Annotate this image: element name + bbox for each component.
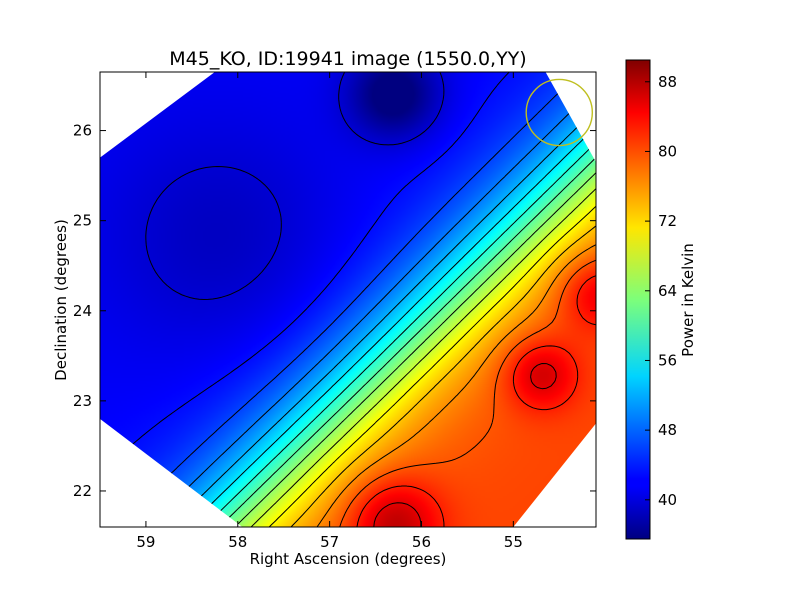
colorbar-strip — [625, 59, 651, 540]
contour-level-73 — [290, 225, 596, 527]
x-tick-label: 57 — [320, 533, 339, 551]
colorbar-tick-label: 88 — [658, 73, 677, 91]
plot-area — [100, 72, 596, 527]
contour-level-67 — [250, 188, 596, 527]
x-tick-label: 59 — [136, 533, 155, 551]
contour-level-70 — [268, 205, 596, 527]
colorbar-tick-label: 72 — [658, 212, 677, 230]
x-axis-ticks: 59 58 57 56 55 — [136, 72, 523, 551]
y-tick-label: 25 — [73, 212, 92, 230]
y-tick-label: 24 — [73, 302, 92, 320]
colorbar-tick-label: 40 — [658, 491, 677, 509]
contour-level-85 — [373, 363, 557, 527]
colorbar-tick-label: 80 — [658, 142, 677, 160]
chart-title: M45_KO, ID:19941 image (1550.0,YY) — [169, 48, 526, 70]
y-axis-ticks: 22 23 24 25 26 — [73, 122, 596, 500]
colorbar-tick-label: 48 — [658, 421, 677, 439]
colorbar-label: Power in Kelvin — [679, 243, 697, 357]
y-axis-label: Declination (degrees) — [52, 219, 70, 381]
contour-level-40 — [145, 72, 445, 300]
contour-level-76 — [316, 244, 596, 527]
x-axis-label: Right Ascension (degrees) — [250, 550, 447, 568]
colorbar: 40 48 56 64 72 80 88 Power in Kelvin — [625, 59, 697, 540]
x-tick-label: 55 — [504, 533, 523, 551]
colorbar-ticks: 40 48 56 64 72 80 88 — [645, 73, 677, 509]
heatmap-image — [100, 72, 596, 527]
y-tick-label: 26 — [73, 122, 92, 140]
y-tick-label: 22 — [73, 482, 92, 500]
axes-frame — [99, 71, 597, 528]
x-tick-label: 56 — [412, 533, 431, 551]
y-tick-label: 23 — [73, 392, 92, 410]
beam-marker — [525, 78, 594, 147]
x-tick-label: 58 — [228, 533, 247, 551]
colorbar-tick-label: 56 — [658, 351, 677, 369]
colorbar-tick-label: 64 — [658, 282, 677, 300]
contour-level-79 — [339, 259, 596, 527]
contour-lines — [100, 72, 596, 527]
